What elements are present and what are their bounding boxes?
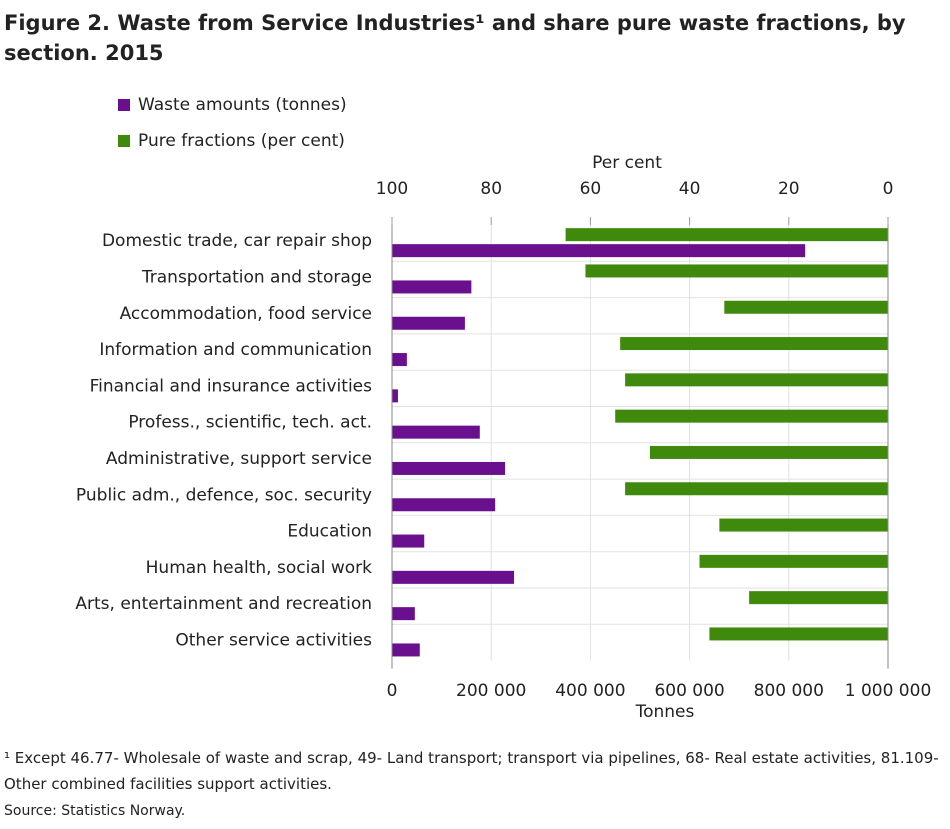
- x2-tick-label: 80: [480, 179, 502, 199]
- y-tick-label: Accommodation, food service: [120, 304, 372, 324]
- y-tick-label: Domestic trade, car repair shop: [102, 231, 372, 251]
- footnote: ¹ Except 46.77- Wholesale of waste and s…: [4, 749, 939, 793]
- y-tick-label: Administrative, support service: [106, 449, 372, 469]
- x2-tick-label: 100: [376, 179, 408, 199]
- x2-tick-label: 0: [883, 179, 894, 199]
- y-tick-label: Human health, social work: [146, 558, 373, 578]
- legend-label: Waste amounts (tonnes): [138, 95, 347, 115]
- x2-axis-title: Per cent: [592, 153, 662, 173]
- bar: [565, 228, 888, 242]
- y-tick-label: Public adm., defence, soc. security: [76, 485, 372, 505]
- legend-swatch: [118, 135, 130, 147]
- legend-swatch: [118, 99, 130, 111]
- bar: [392, 534, 425, 548]
- bar: [719, 518, 888, 532]
- bar: [392, 244, 806, 258]
- chart: Waste amounts (tonnes) Pure fractions (pe…: [75, 95, 932, 722]
- x-tick-label: 1 000 000: [845, 681, 932, 701]
- x-axis-title: Tonnes: [635, 702, 695, 722]
- bar: [392, 425, 480, 439]
- bar: [392, 353, 407, 367]
- y-tick-label: Information and communication: [99, 340, 372, 360]
- bar: [392, 643, 420, 657]
- bar: [392, 316, 465, 330]
- bar: [392, 498, 496, 512]
- bar: [392, 389, 398, 403]
- x2-tick-label: 20: [778, 179, 800, 199]
- bar: [615, 409, 888, 423]
- x-tick-label: 0: [387, 681, 398, 701]
- bar: [392, 607, 415, 621]
- bar: [585, 264, 888, 278]
- x2-tick-label: 40: [679, 179, 701, 199]
- bar: [392, 570, 515, 584]
- bar: [749, 591, 888, 605]
- bar: [392, 280, 472, 294]
- y-tick-label: Other service activities: [175, 630, 372, 650]
- legend-label: Pure fractions (per cent): [138, 131, 345, 151]
- bar: [709, 627, 888, 641]
- bar: [625, 482, 888, 496]
- chart-title: Figure 2. Waste from Service Industries¹…: [4, 11, 906, 65]
- bar: [625, 373, 888, 387]
- y-tick-label: Financial and insurance activities: [90, 376, 373, 396]
- bar: [724, 300, 888, 314]
- bar: [392, 461, 506, 475]
- bar: [699, 554, 888, 568]
- y-tick-label: Transportation and storage: [141, 267, 372, 287]
- x-tick-label: 600 000: [654, 681, 724, 701]
- x2-tick-label: 60: [580, 179, 602, 199]
- bar: [649, 445, 888, 459]
- bar: [620, 337, 888, 351]
- y-tick-label: Arts, entertainment and recreation: [75, 594, 372, 614]
- y-tick-label: Profess., scientific, tech. act.: [128, 413, 372, 433]
- source: Source: Statistics Norway.: [4, 803, 186, 819]
- x-tick-label: 200 000: [456, 681, 526, 701]
- y-tick-label: Education: [287, 522, 372, 542]
- x-tick-label: 800 000: [754, 681, 824, 701]
- x-tick-label: 400 000: [555, 681, 625, 701]
